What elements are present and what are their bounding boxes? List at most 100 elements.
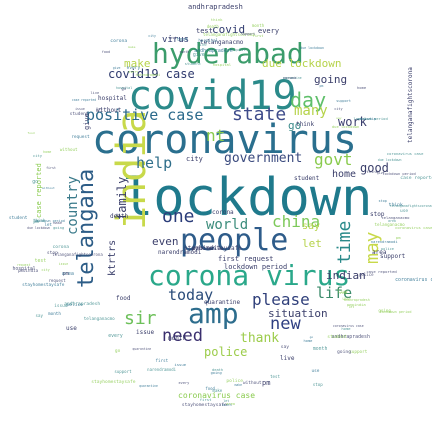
word-texture: first [252, 34, 264, 39]
word-texture: let [96, 106, 103, 112]
word-texture: police [380, 247, 394, 252]
word-texture: police [226, 379, 244, 385]
word-covid19: covid19 [128, 73, 297, 119]
word-sir: sir [124, 308, 157, 329]
word-andhrapradesh: andhrapradesh [188, 3, 243, 11]
word-today: today [168, 286, 214, 304]
word-texture: andhrapradesh [331, 334, 370, 341]
word-texture: say [280, 345, 290, 351]
word-use: use [66, 325, 77, 332]
word-texture: support [349, 349, 368, 355]
word-texture: due lockdown [331, 123, 360, 129]
word-texture: request [230, 48, 246, 53]
word-texture: go [121, 86, 127, 92]
word-texture: pm [319, 84, 324, 89]
word-texture: request [71, 134, 90, 140]
word-texture: going [336, 349, 352, 355]
word-without: without [96, 107, 122, 114]
word-texture: stayhomestaysafe [91, 379, 136, 385]
word-texture: month [251, 22, 265, 28]
word-texture: stop [378, 199, 387, 204]
word-texture: pmoindia [347, 302, 366, 308]
word-texture: death [221, 402, 232, 407]
word-texture: area [226, 402, 235, 407]
word-say: say [302, 221, 321, 232]
word-government: government [224, 151, 303, 166]
word-texture: lockdown period [353, 116, 388, 122]
word-texture: quarantine [139, 384, 158, 389]
word-texture: first [46, 166, 56, 171]
word-texture: food [205, 385, 215, 391]
word-texture: use [342, 295, 350, 301]
word-test: test [196, 27, 213, 35]
word-time: time [334, 221, 355, 265]
word-texture: issue [75, 106, 85, 111]
word-make: make [124, 57, 151, 70]
word-new: new [270, 314, 301, 334]
word-texture: case reported [400, 175, 432, 181]
word-pm: pm [262, 379, 271, 387]
word-city: city [186, 155, 203, 163]
word-texture: go [32, 178, 39, 185]
word-texture: stayhomestaysafe [22, 282, 65, 288]
word-pmoindia: pmoindia [192, 245, 221, 252]
word-texture: give [192, 51, 205, 58]
word-texture: andhrapradesh [194, 47, 233, 54]
word-texture: narendramodi [135, 72, 161, 77]
word-texture: request [48, 277, 66, 283]
word-texture: go [309, 335, 314, 339]
word-china: china [272, 212, 321, 231]
word-texture: stop [46, 250, 58, 256]
word-live: live [280, 355, 295, 362]
word-good: good [360, 161, 389, 175]
word-texture: think [366, 168, 379, 174]
word-texture: coronavirus case [395, 276, 432, 283]
word-texture: case reported [366, 269, 397, 275]
word-texture: every [128, 69, 139, 74]
word-student: student [294, 175, 320, 182]
word-texture: hospital [12, 266, 36, 272]
word-texture: student [8, 216, 28, 222]
word-texture: case reported [71, 97, 97, 102]
word-texture: pm [62, 271, 69, 278]
word-texture: area [61, 270, 74, 277]
word-texture: student [69, 111, 89, 117]
word-texture: due lockdown [300, 45, 324, 50]
word-texture: student [327, 334, 348, 340]
word-texture: pm [33, 219, 39, 225]
word-texture: city [41, 267, 50, 272]
word-texture: due lockdown [27, 225, 51, 230]
word-govt: govt [314, 150, 353, 169]
word-country: country [65, 176, 81, 236]
word-case-reported: case reported [35, 162, 43, 218]
word-texture: every [178, 381, 190, 386]
word-work: work [338, 115, 367, 129]
word-texture: telanganacmo [83, 317, 115, 323]
word-hospital: hospital [98, 95, 127, 102]
word-texture: think [388, 203, 403, 209]
word-texture: issue [174, 361, 187, 367]
word-many: many [294, 103, 328, 119]
word-texture: narendramodi [370, 240, 398, 245]
word-go: go [288, 119, 302, 132]
word-support: support [380, 253, 406, 260]
word-texture: first [199, 396, 212, 402]
word-due-lockdown: due lockdown [262, 57, 342, 70]
word-texture: hospital [198, 37, 219, 43]
word-texture: issue [54, 303, 68, 309]
word-texture: police [66, 302, 84, 308]
word-need: need [162, 326, 203, 346]
word-texture: pmoindia [17, 268, 39, 274]
word-request: request [244, 255, 274, 263]
word-virus: virus [162, 35, 190, 45]
word-texture: support [240, 32, 256, 37]
word-texture: food [101, 49, 111, 54]
word-texture: say [336, 115, 342, 120]
word-amp: amp [188, 297, 239, 330]
word-texture: test [270, 374, 280, 380]
word-even: even [152, 235, 179, 248]
word-texture: lockdown period [34, 218, 65, 223]
word-texture: say [35, 312, 43, 318]
word-texture: telanganacmo [374, 222, 405, 228]
word-texture: support [336, 98, 351, 103]
